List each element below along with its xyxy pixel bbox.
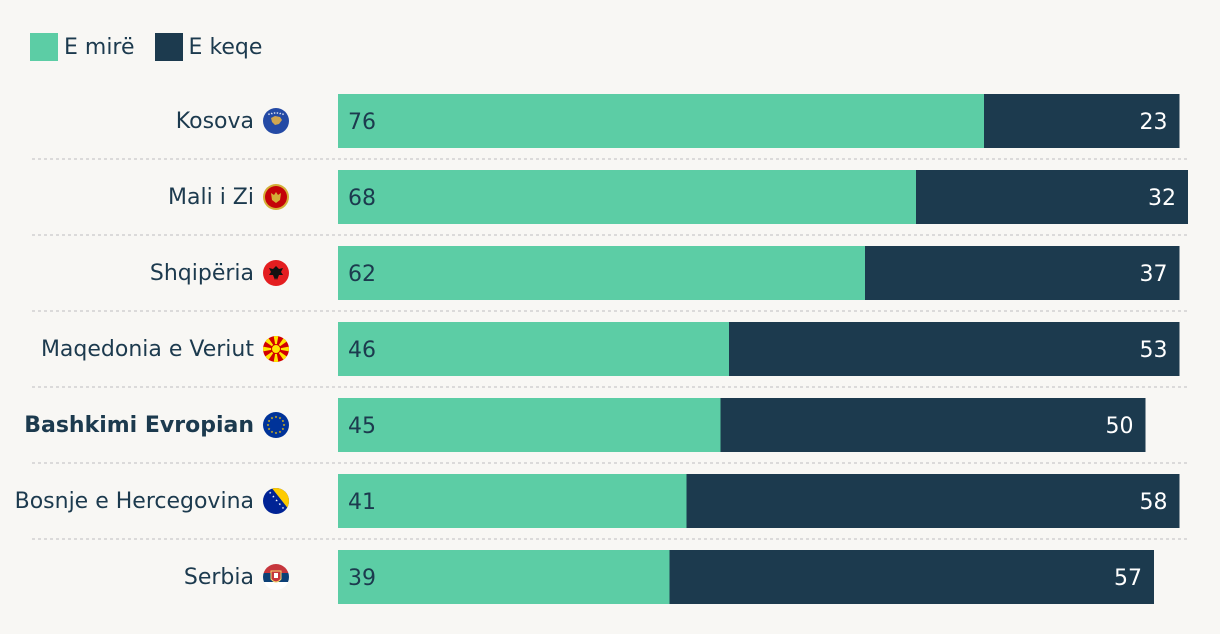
category-label-row: Mali i Zi <box>168 182 290 212</box>
north-macedonia-flag-icon <box>263 336 289 362</box>
bar-good <box>338 550 670 604</box>
bar-bad <box>669 550 1154 604</box>
value-label-bad: 53 <box>1140 338 1168 363</box>
bar-bad <box>865 246 1180 300</box>
category-label: Bosnje e Hercegovina <box>14 488 254 514</box>
value-label-good: 39 <box>348 566 376 591</box>
kosovo-flag-icon <box>263 108 289 134</box>
bar-bad <box>729 322 1180 376</box>
legend-label-bad: E keqe <box>188 34 263 60</box>
category-label: Maqedonia e Veriut <box>40 336 254 362</box>
legend-swatch-good <box>30 33 58 61</box>
category-label-row: Bashkimi Evropian <box>24 410 290 440</box>
montenegro-flag-icon <box>263 184 289 210</box>
category-label: Shqipëria <box>149 260 254 286</box>
legend-label-good: E mirë <box>64 34 135 60</box>
value-label-bad: 32 <box>1148 186 1176 211</box>
category-label-row: Serbia <box>184 562 290 592</box>
value-label-good: 41 <box>348 490 376 515</box>
bar-good <box>338 94 984 148</box>
value-label-good: 62 <box>348 262 376 287</box>
value-label-bad: 50 <box>1106 414 1134 439</box>
value-label-bad: 37 <box>1140 262 1168 287</box>
value-label-bad: 57 <box>1114 566 1142 591</box>
bar-good <box>338 398 721 452</box>
legend-item-bad: E keqe <box>154 33 263 61</box>
category-label: Mali i Zi <box>168 184 254 210</box>
bar-bad <box>916 170 1188 224</box>
category-label-row: Shqipëria <box>150 258 290 288</box>
albania-flag-icon <box>263 260 289 286</box>
legend-item-good: E mirë <box>30 33 135 61</box>
bar-good <box>338 322 729 376</box>
legend-swatch-bad <box>154 33 183 61</box>
bar-bad <box>984 94 1180 148</box>
bar-good <box>338 474 687 528</box>
value-label-good: 46 <box>348 338 376 363</box>
bar-good <box>338 246 865 300</box>
category-label: Serbia <box>183 564 254 590</box>
bar-good <box>338 170 916 224</box>
value-label-good: 68 <box>348 186 376 211</box>
category-label-row: Bosnje e Hercegovina <box>15 486 290 516</box>
eu-flag-icon <box>263 412 289 438</box>
value-label-bad: 23 <box>1140 110 1168 135</box>
value-label-bad: 58 <box>1140 490 1168 515</box>
legend: E mirë E keqe <box>30 33 282 61</box>
value-label-good: 45 <box>348 414 376 439</box>
serbia-flag-icon <box>263 564 289 590</box>
bar-bad <box>720 398 1146 452</box>
category-label: Kosova <box>175 108 254 134</box>
category-label: Bashkimi Evropian <box>24 412 254 438</box>
value-label-good: 76 <box>348 110 376 135</box>
bosnia-flag-icon <box>263 488 289 514</box>
category-label-row: Kosova <box>176 106 290 136</box>
category-label-row: Maqedonia e Veriut <box>41 334 290 364</box>
bar-bad <box>686 474 1180 528</box>
